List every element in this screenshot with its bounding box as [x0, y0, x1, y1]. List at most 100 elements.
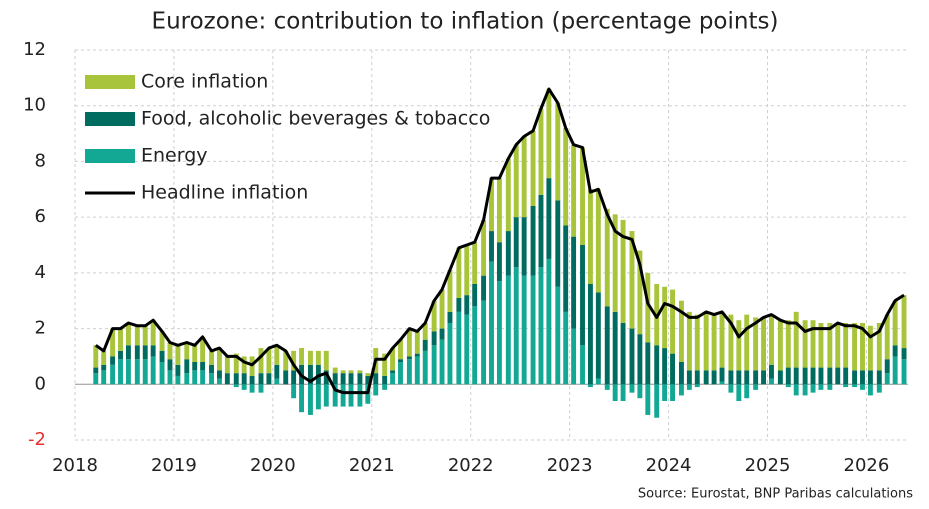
x-tick-label: 2023	[547, 455, 593, 476]
bar-segment	[827, 367, 833, 385]
bar-segment	[818, 384, 824, 390]
bar-segment	[637, 334, 643, 385]
bar-segment	[860, 323, 865, 371]
bar-segment	[299, 384, 305, 413]
bar-segment	[793, 384, 799, 396]
bar-segment	[216, 348, 222, 371]
bar-segment	[670, 289, 675, 354]
bar-segment	[744, 314, 750, 371]
bar-segment	[159, 350, 165, 362]
bar-segment	[678, 300, 684, 362]
bar-segment	[546, 89, 552, 179]
bar-segment	[134, 325, 140, 346]
bar-segment	[332, 367, 338, 374]
bar-segment	[736, 370, 742, 385]
bar-segment	[93, 345, 99, 368]
bar-segment	[555, 102, 561, 201]
bar-segment	[686, 384, 692, 390]
bar-segment	[258, 373, 264, 385]
bar-segment	[125, 323, 131, 346]
bar-segment	[323, 350, 329, 371]
legend-swatch	[85, 112, 135, 126]
bar-segment	[852, 384, 858, 388]
bar-segment	[884, 373, 890, 385]
bar-segment	[637, 384, 643, 399]
bar-segment	[645, 272, 651, 343]
bar-segment	[348, 373, 354, 385]
bar-segment	[580, 345, 585, 385]
bar-segment	[711, 314, 717, 371]
bar-segment	[456, 311, 462, 385]
bar-segment	[200, 362, 206, 371]
bar-segment	[216, 378, 222, 385]
y-tick-label: 0	[35, 373, 46, 394]
bar-segment	[876, 370, 882, 385]
bar-segment	[373, 384, 379, 396]
bar-segment	[769, 378, 774, 385]
bar-segment	[686, 311, 692, 371]
bar-segment	[595, 292, 601, 379]
bar-segment	[125, 345, 131, 360]
bar-segment	[744, 370, 750, 385]
bar-segment	[93, 373, 99, 385]
legend-label: Energy	[141, 145, 208, 167]
bar-segment	[571, 236, 577, 329]
bar-segment	[571, 328, 577, 385]
bar-segment	[192, 345, 198, 362]
bar-segment	[637, 250, 643, 335]
bar-segment	[587, 384, 593, 388]
bar-segment	[192, 362, 198, 371]
bar-segment	[843, 323, 849, 368]
bar-segment	[505, 158, 511, 232]
bar-segment	[439, 328, 445, 340]
bar-segment	[150, 345, 156, 357]
bar-segment	[521, 136, 527, 218]
bar-segment	[901, 348, 907, 360]
bar-segment	[694, 384, 700, 388]
bar-segment	[481, 219, 487, 276]
bar-segment	[159, 362, 165, 385]
bar-segment	[571, 144, 577, 237]
bar-segment	[134, 345, 140, 360]
bar-segment	[340, 370, 346, 374]
bar-segment	[340, 373, 346, 385]
bar-segment	[505, 275, 511, 385]
bar-segment	[884, 359, 890, 374]
bar-segment	[843, 384, 849, 388]
bar-segment	[538, 108, 544, 195]
bar-segment	[719, 367, 725, 382]
bar-segment	[703, 370, 709, 385]
bar-segment	[546, 258, 552, 385]
bar-segment	[110, 364, 116, 385]
bar-segment	[802, 384, 808, 396]
bar-segment	[892, 345, 898, 357]
bar-segment	[422, 323, 428, 340]
bar-segment	[761, 317, 767, 371]
legend-label: Headline inflation	[141, 182, 308, 204]
bar-segment	[810, 384, 816, 393]
bar-segment	[382, 375, 388, 385]
bar-segment	[266, 348, 272, 374]
y-tick-label: -2	[28, 429, 46, 450]
bar-segment	[753, 317, 759, 371]
bar-segment	[645, 384, 651, 415]
bar-segment	[118, 350, 123, 360]
bar-segment	[101, 370, 107, 385]
bar-segment	[209, 364, 214, 374]
bar-segment	[175, 364, 181, 376]
bar-segment	[719, 381, 725, 385]
bar-segment	[439, 289, 445, 329]
legend-label: Core inflation	[141, 71, 268, 93]
legend-label: Food, alcoholic beverages & tobacco	[141, 108, 490, 130]
bar-segment	[785, 320, 791, 368]
bar-segment	[431, 300, 437, 332]
bar-segment	[867, 370, 873, 385]
bar-segment	[464, 295, 470, 315]
bar-segment	[414, 353, 420, 357]
bar-segment	[563, 311, 569, 385]
bar-segment	[258, 348, 264, 374]
bar-segment	[860, 384, 865, 390]
bar-segment	[867, 384, 873, 396]
bar-segment	[101, 364, 107, 371]
bar-segment	[719, 311, 725, 368]
